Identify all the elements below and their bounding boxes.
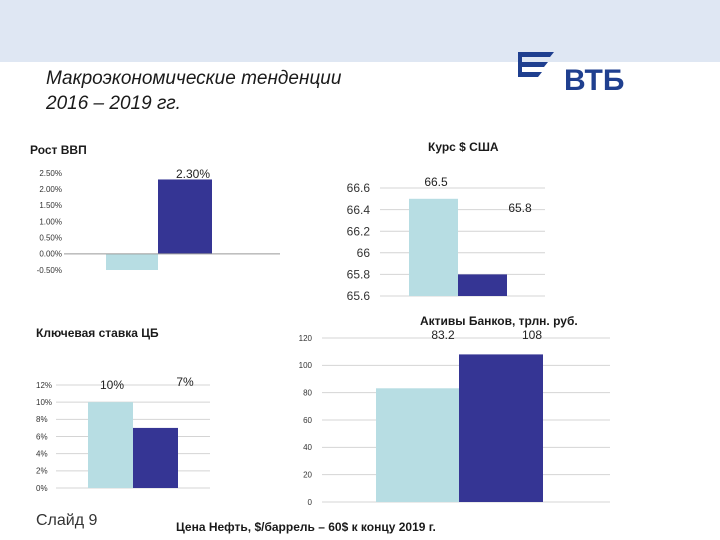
usd-bar-1	[409, 198, 458, 296]
vtb-logo-mark	[518, 52, 554, 77]
gdp-tick-label: 2.00%	[39, 185, 62, 194]
gdp-tick-label: 0.50%	[39, 233, 62, 242]
rate-tick-label: 4%	[36, 449, 48, 458]
rate-tick-label: 0%	[36, 484, 48, 493]
assets-tick-label: 100	[299, 361, 313, 370]
slide-number: Слайд 9	[36, 512, 98, 529]
header-band	[0, 0, 720, 62]
gdp-bar-1	[106, 253, 158, 270]
page-title-line1: Макроэкономические тенденции	[46, 68, 342, 89]
rate-data-label-2: 7%	[176, 375, 194, 389]
usd-bar-2	[458, 274, 507, 296]
gdp-data-label-2: 2.30%	[176, 167, 210, 181]
rate-tick-label: 12%	[36, 381, 52, 390]
usd-tick-label: 66.2	[347, 224, 371, 238]
page-title: Макроэкономические тенденции 2016 – 2019…	[46, 66, 341, 116]
usd-data-label-1: 66.5	[424, 175, 448, 189]
assets-data-label-2: 108	[522, 328, 542, 342]
assets-tick-label: 60	[303, 416, 312, 425]
gdp-bar-2	[158, 179, 212, 254]
usd-tick-label: 66.4	[347, 203, 371, 217]
assets-bar-1	[376, 388, 459, 502]
rate-tick-label: 10%	[36, 398, 52, 407]
gdp-tick-label: 1.00%	[39, 217, 62, 226]
usd-tick-label: 66.6	[347, 181, 371, 195]
assets-tick-label: 20	[303, 470, 312, 479]
assets-bar-2	[459, 354, 543, 502]
rate-bar-1	[88, 402, 133, 488]
assets-data-label-1: 83.2	[431, 328, 455, 342]
page-title-line2: 2016 – 2019 гг.	[46, 93, 181, 114]
vtb-logo-text: ВТБ	[564, 64, 624, 94]
vtb-logo: ВТБ	[518, 52, 624, 94]
usd-data-label-2: 65.8	[508, 201, 532, 215]
oil-price-note: Цена Нефть, $/баррель – 60$ к концу 2019…	[176, 520, 436, 534]
assets-tick-label: 120	[299, 334, 313, 343]
rate-data-label-1: 10%	[100, 378, 124, 392]
assets-tick-label: 80	[303, 388, 312, 397]
gdp-tick-label: 0.00%	[39, 250, 62, 259]
rate-tick-label: 6%	[36, 432, 48, 441]
gdp-tick-label: 2.50%	[39, 169, 62, 178]
rate-tick-label: 2%	[36, 467, 48, 476]
usd-tick-label: 65.8	[347, 268, 371, 282]
gdp-tick-label: -0.50%	[37, 266, 62, 275]
assets-tick-label: 40	[303, 443, 312, 452]
rate-bar-2	[133, 427, 178, 488]
gdp-tick-label: 1.50%	[39, 201, 62, 210]
rate-tick-label: 8%	[36, 415, 48, 424]
assets-tick-label: 0	[308, 498, 313, 507]
usd-tick-label: 66	[357, 246, 371, 260]
usd-tick-label: 65.6	[347, 289, 371, 303]
